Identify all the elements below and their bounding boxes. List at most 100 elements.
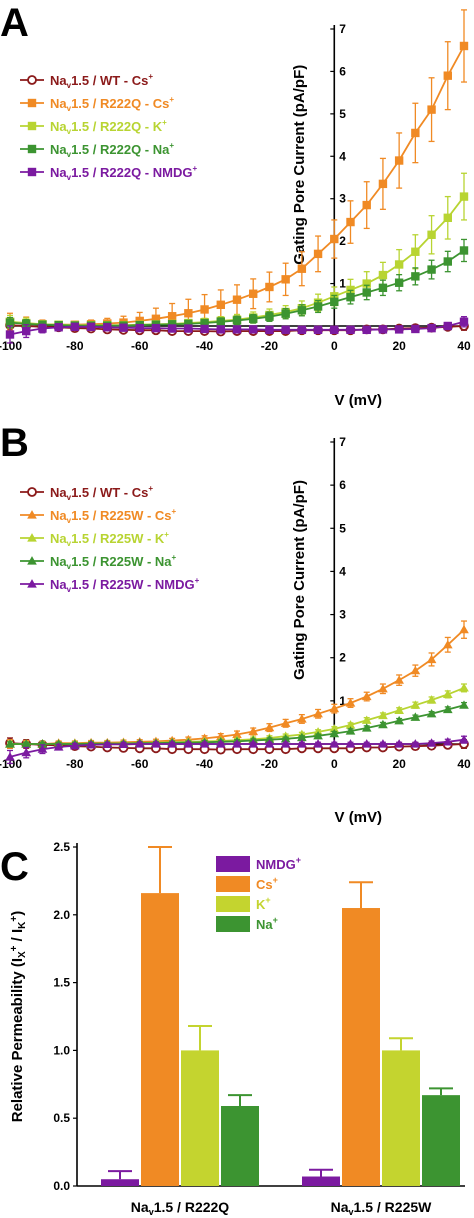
panel-a-data-point — [443, 321, 452, 331]
panel-b-data-point — [280, 739, 291, 748]
panel-a-data-point — [443, 257, 452, 266]
panel-a-data-point — [70, 322, 80, 332]
panel-a-data-point — [330, 297, 339, 307]
panel-b-data-point — [280, 718, 291, 727]
panel-b-data-point — [361, 691, 372, 701]
panel-c-legend-swatch — [216, 876, 250, 892]
panel-b-y-tick-label: 6 — [339, 478, 346, 492]
panel-b-data-point — [167, 739, 177, 748]
panel-a-y-tick-label: 6 — [339, 64, 346, 78]
panel-b-x-tick-label: -80 — [66, 757, 84, 771]
panel-c-chart: 0.0 0.5 1.0 1.5 2.0 2.5 Relative Permeability … — [9, 840, 465, 1217]
panel-b-data-point — [297, 732, 307, 742]
panel-c-bar-na — [221, 1105, 259, 1186]
panel-a-data-point — [22, 319, 31, 329]
panel-a-x-tick-label: -100 — [0, 339, 22, 353]
panel-c-category-label: Nav1.5 / R222Q — [131, 1199, 230, 1217]
panel-a-data-point — [151, 314, 161, 323]
panel-b-x-tick-label: -40 — [196, 757, 214, 771]
panel-b-data-point — [394, 715, 404, 725]
panel-b-x-axis-title: V (mV) — [335, 809, 383, 826]
panel-a-data-point — [362, 279, 371, 288]
panel-a-data-point — [459, 192, 469, 201]
panel-c-y-axis-title: Relative Permeability (IX+ / IK+) — [9, 911, 28, 1123]
panel-b-data-point — [410, 665, 421, 675]
panel-b-data-point — [394, 739, 404, 748]
panel-a-legend-marker — [27, 75, 37, 85]
panel-b-data-point — [264, 734, 275, 744]
panel-b-y-tick-label: 7 — [339, 435, 346, 449]
panel-a-data-point — [443, 213, 452, 223]
panel-b-y-tick-label: 4 — [339, 564, 346, 578]
panel-a-data-point — [459, 41, 469, 51]
panel-c-legend-label: Cs+ — [256, 875, 278, 892]
panel-b-data-point — [345, 720, 356, 729]
panel-a-legend-label: Nav1.5 / R222Q - Cs+ — [50, 95, 174, 113]
panel-b-data-point — [199, 739, 210, 748]
panel-b-data-point — [248, 739, 259, 748]
panel-c-y-tick-label: 2.0 — [53, 908, 70, 922]
panel-a-y-axis-title: Gating Pore Current (pA/pF) — [291, 65, 308, 265]
panel-b-legend-label: Nav1.5 / R225W - Na+ — [50, 553, 177, 571]
panel-a-legend-label: Nav1.5 / R222Q - K+ — [50, 118, 167, 136]
panel-a-data-point — [459, 246, 469, 255]
panel-a-data-point — [151, 323, 161, 333]
panel-b-data-point — [378, 710, 388, 720]
panel-b-data-point — [313, 730, 323, 740]
panel-b-x-tick-label: 20 — [392, 757, 406, 771]
panel-b-data-point — [248, 726, 259, 736]
panel-a-data-point — [232, 295, 242, 304]
panel-b-data-point — [426, 708, 437, 718]
panel-b-data-point — [378, 683, 388, 693]
panel-b-data-point — [426, 695, 437, 704]
panel-b-data-point — [459, 734, 469, 744]
panel-c-legend-label: Na+ — [256, 915, 278, 932]
panel-a-y-tick-label: 2 — [339, 234, 346, 248]
panel-a-data-point — [330, 234, 339, 244]
panel-b-data-point — [378, 719, 388, 729]
panel-b-x-tick-label: 0 — [331, 757, 338, 771]
panel-a-x-tick-label: -20 — [261, 339, 279, 353]
panel-a-data-point — [313, 325, 323, 335]
panel-a-data-point — [411, 247, 420, 256]
panel-a-data-point — [427, 323, 436, 333]
panel-a-x-tick-label: 0 — [331, 339, 338, 353]
panel-b-data-point — [5, 739, 15, 748]
panel-a-legend-label: Nav1.5 / WT - Cs+ — [50, 72, 153, 90]
panel-b-data-point — [345, 698, 356, 707]
panel-b-data-point — [345, 739, 356, 748]
panel-b-data-point — [313, 708, 323, 718]
panel-b-data-point — [361, 739, 372, 748]
panel-b-data-point — [329, 724, 340, 733]
panel-b-data-point — [426, 738, 437, 747]
panel-b-x-tick-label: 40 — [457, 757, 471, 771]
panel-a-data-point — [378, 270, 388, 280]
panel-b-legend-marker — [27, 487, 37, 497]
panel-a-data-point — [103, 323, 112, 332]
panel-a-legend-marker — [27, 121, 37, 131]
panel-a-x-tick-label: 40 — [457, 339, 471, 353]
panel-b-data-point — [215, 731, 226, 741]
panel-b-data-point — [102, 739, 113, 749]
panel-b-y-tick-label: 5 — [339, 521, 346, 535]
panel-a-data-point — [297, 264, 307, 273]
panel-b-x-tick-label: -20 — [261, 757, 279, 771]
panel-b-x-tick-label: -60 — [131, 757, 149, 771]
panel-a-data-point — [281, 325, 290, 335]
panel-b-legend-marker — [27, 533, 37, 542]
panel-c-legend-swatch — [216, 896, 250, 912]
panel-b-data-point — [280, 733, 291, 743]
panel-b-y-axis-title: Gating Pore Current (pA/pF) — [291, 480, 308, 680]
panel-a-data-point — [459, 317, 469, 326]
panel-b-data-point — [297, 739, 307, 748]
panel-a-data-point — [38, 324, 47, 333]
panel-b-data-point — [86, 740, 96, 749]
panel-a-data-point — [5, 330, 15, 339]
panel-a-data-point — [394, 156, 404, 165]
panel-b-data-point — [442, 704, 453, 714]
panel-a-data-point — [378, 179, 388, 189]
panel-b-data-point — [410, 739, 421, 748]
panel-b-legend-marker — [27, 510, 37, 519]
panel-b-legend-label: Nav1.5 / WT - Cs+ — [50, 484, 153, 502]
